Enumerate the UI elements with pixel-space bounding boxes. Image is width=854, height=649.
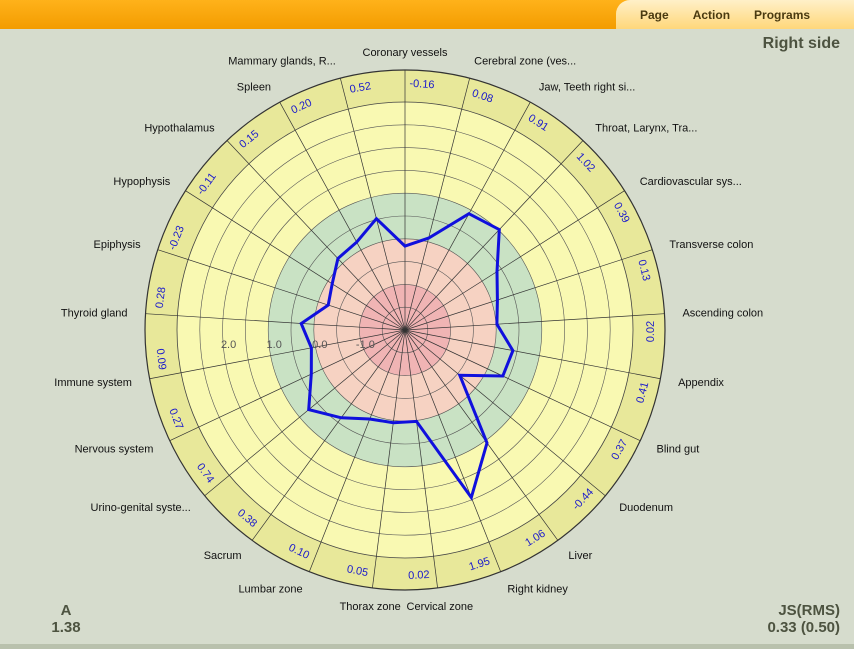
stat-a-label: A [60,602,72,619]
menu-item-action[interactable]: Action [692,7,731,22]
axis-spoke [404,329,661,380]
axis-label: Cardiovascular sys... [640,176,742,188]
axis-spoke [308,329,406,572]
axis-spoke [279,101,406,331]
axis-spoke [404,329,641,442]
axis-label: Ascending colon [682,308,763,320]
ring-label: -1.0 [356,339,375,351]
page-title: Right side [762,35,840,52]
axis-spoke [404,190,625,331]
axis-label: Thorax zone [340,601,401,613]
axis-spoke [404,329,502,572]
axis-spoke [404,249,653,331]
axis-spoke [204,329,406,496]
axis-spoke [404,329,606,496]
axis-label: Mammary glands, R... [228,56,336,68]
axis-value-label: 0.52 [349,80,372,96]
axis-value-label: 0.02 [645,321,657,342]
series-line [299,211,515,501]
axis-spoke [404,140,584,331]
axis-label: Cerebral zone (ves... [474,56,576,68]
axis-label: Jaw, Teeth right si... [539,81,635,93]
axis-label: Lumbar zone [238,583,302,595]
axis-spoke [404,78,470,331]
axis-value-label: 0.13 [635,258,652,282]
axis-label: Coronary vessels [363,47,448,59]
ring-label: 1.0 [267,339,282,351]
axis-label: Sacrum [204,550,242,562]
axis-spoke [404,329,559,541]
axis-value-label: -0.16 [409,78,435,92]
axis-label: Throat, Larynx, Tra... [595,122,697,134]
axis-label: Hypophysis [113,176,170,188]
axis-label: Immune system [54,377,132,389]
axis-value-label: 0.41 [634,381,651,405]
stat-a-value: 1.38 [51,619,81,636]
axis-spoke [372,329,406,588]
menu-item-programs[interactable]: Programs [754,7,811,22]
axis-label: Appendix [678,377,724,389]
axis-label: Blind gut [657,443,700,455]
axis-spoke [404,313,665,331]
axis-label: Spleen [237,81,271,93]
axis-value-label: 0.09 [154,348,168,371]
axis-label: Right kidney [507,583,568,595]
axis-label: Hypothalamus [144,122,215,134]
axis-value-label: 0.28 [154,286,169,309]
axis-label: Cervical zone [407,601,474,613]
axis-label: Nervous system [75,443,154,455]
axis-value-label: 0.05 [346,563,369,579]
axis-spoke [185,190,406,331]
axis-label: Transverse colon [669,239,753,251]
axis-spoke [145,313,406,331]
ring-label: 0.0 [312,339,327,351]
stat-js-rms-value: 0.33 (0.50) [767,619,840,636]
stat-js-rms-label: JS(RMS) [778,602,840,619]
axis-label: Epiphysis [94,239,142,251]
axis-spoke [169,329,406,442]
axis-spoke [340,78,406,331]
menu-item-page[interactable]: Page [640,7,669,22]
axis-spoke [149,329,406,380]
axis-label: Urino-genital syste... [91,502,191,514]
axis-label: Duodenum [619,502,673,514]
axis-spoke [251,329,406,541]
axis-label: Thyroid gland [61,308,128,320]
axis-value-label: 0.02 [408,569,430,582]
axis-label: Liver [568,550,592,562]
axis-spoke [157,249,406,331]
axis-spoke [404,329,438,588]
stat-js-rms: JS(RMS) 0.33 (0.50) [767,602,840,636]
ring-label: 2.0 [221,339,236,351]
bottom-divider [0,644,854,649]
main-menu: Page Action Programs [616,0,854,29]
axis-spoke [226,140,406,331]
stat-a: A 1.38 [36,602,96,636]
